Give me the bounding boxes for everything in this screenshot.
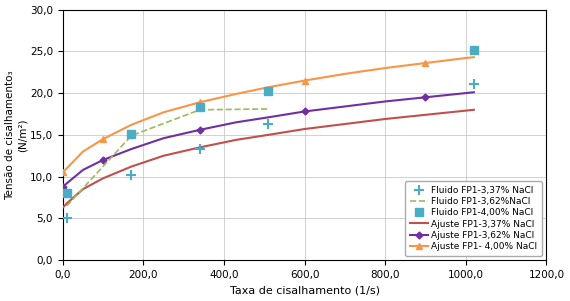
X-axis label: Taxa de cisalhamento (1/s): Taxa de cisalhamento (1/s) <box>230 285 380 296</box>
Y-axis label: Tensão de cisalhamento₃
(N/m²): Tensão de cisalhamento₃ (N/m²) <box>6 70 27 200</box>
Legend: Fluido FP1-3,37% NaCl, Fluido FP1-3,62%NaCl, Fluido FP1-4,00% NaCl, Ajuste FP1-3: Fluido FP1-3,37% NaCl, Fluido FP1-3,62%N… <box>405 181 542 256</box>
